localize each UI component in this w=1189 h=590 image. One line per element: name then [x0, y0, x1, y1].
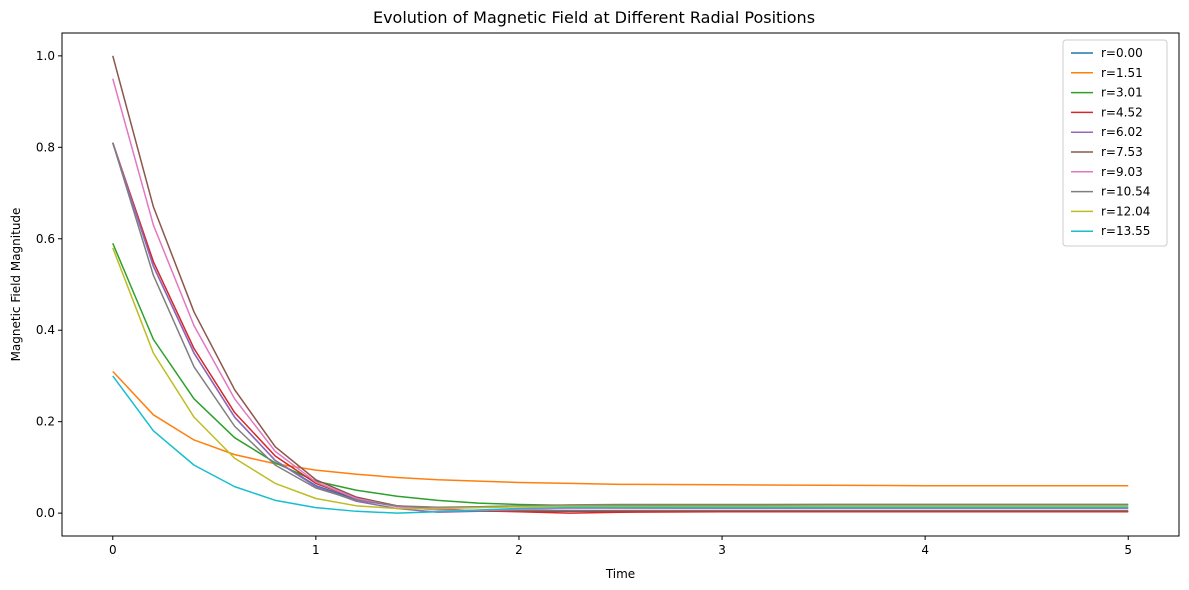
x-tick-label: 1 [312, 543, 320, 557]
legend-entry-label: r=7.53 [1101, 145, 1143, 159]
x-tick-label: 5 [1124, 543, 1132, 557]
y-tick-label: 0.6 [36, 232, 55, 246]
legend-entry-label: r=0.00 [1101, 46, 1143, 60]
legend-entry-label: r=3.01 [1101, 86, 1143, 100]
x-tick-label: 3 [718, 543, 726, 557]
legend-entry-label: r=12.04 [1101, 204, 1150, 218]
chart-title: Evolution of Magnetic Field at Different… [373, 8, 815, 27]
legend-entry-label: r=13.55 [1101, 224, 1150, 238]
y-tick-label: 0.2 [36, 415, 55, 429]
axis-ticks: 0 1 2 3 4 5 0.0 0.2 0.4 0.6 0.8 1.0 [36, 49, 1132, 557]
legend-box [1062, 39, 1168, 247]
legend-entry-label: r=6.02 [1101, 125, 1143, 139]
x-tick-label: 4 [921, 543, 929, 557]
legend-entry-label: r=9.03 [1101, 165, 1143, 179]
axes-frame [61, 32, 1180, 537]
series-line-1 [112, 370, 1129, 487]
y-tick-label: 1.0 [36, 49, 55, 63]
legend: r=0.00 r=1.51 r=3.01 r=4.52 r=6.02 r=7.53 r=9.… [1062, 39, 1168, 247]
legend-entry-label: r=4.52 [1101, 105, 1143, 119]
x-tick-label: 0 [109, 543, 117, 557]
y-tick-label: 0.0 [36, 506, 55, 520]
series-line-3 [112, 142, 1129, 514]
y-tick-label: 0.8 [36, 140, 55, 154]
x-tick-label: 2 [515, 543, 523, 557]
series-line-8 [112, 247, 1129, 510]
plot-area [112, 55, 1129, 514]
series-line-7 [112, 142, 1129, 508]
x-axis-label: Time [605, 567, 635, 581]
legend-entry-label: r=1.51 [1101, 66, 1143, 80]
series-line-5 [112, 55, 1129, 512]
y-axis-label: Magnetic Field Magnitude [9, 208, 23, 362]
legend-entry-label: r=10.54 [1101, 185, 1150, 199]
series-line-4 [112, 142, 1129, 513]
series-line-9 [112, 375, 1129, 514]
y-tick-label: 0.4 [36, 323, 55, 337]
series-line-2 [112, 243, 1129, 507]
